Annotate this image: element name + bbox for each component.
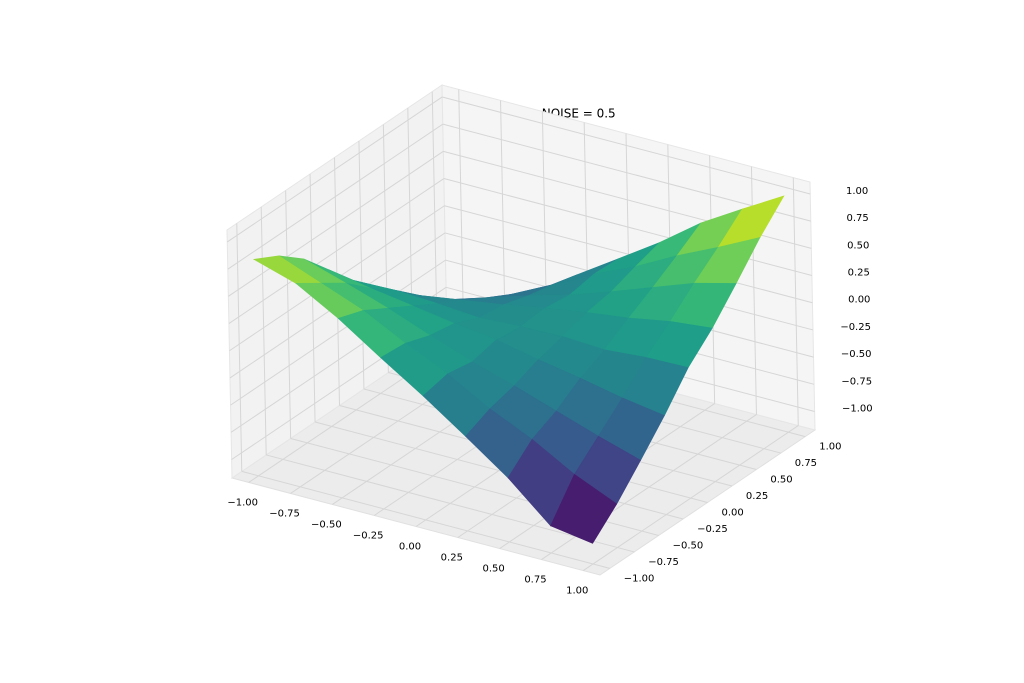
grid-line	[309, 173, 316, 422]
y-tick-label: −1.00	[624, 573, 655, 584]
x-tick-label: 0.50	[483, 564, 505, 575]
grid-line	[443, 178, 813, 277]
grid-line	[226, 96, 443, 243]
grid-line	[314, 421, 684, 520]
grid-line	[227, 123, 444, 270]
grid-line	[230, 259, 446, 406]
grid-line	[266, 454, 635, 553]
x-tick-label: −0.25	[353, 530, 384, 541]
z-tick-label: 0.00	[848, 295, 870, 306]
z-tick-label: −0.25	[840, 322, 871, 333]
y-tick-label: 0.00	[722, 508, 744, 519]
x-tick-label: −0.75	[269, 508, 300, 519]
grid-line	[236, 223, 243, 472]
y-tick-label: −0.25	[697, 524, 728, 535]
grid-line	[260, 206, 267, 455]
grid-line	[444, 205, 813, 304]
y-tick-label: −0.75	[648, 557, 679, 568]
grid-line	[285, 190, 292, 439]
grid-line	[228, 178, 445, 324]
x-tick-label: 0.00	[399, 542, 421, 553]
y-tick-label: 0.75	[795, 458, 817, 469]
grid-line	[442, 96, 811, 195]
z-tick-label: 0.50	[847, 240, 869, 251]
z-tick-label: −1.00	[842, 404, 873, 415]
z-tick-label: −0.50	[841, 349, 872, 360]
y-tick-label: 0.25	[746, 491, 768, 502]
x-tick-label: 0.75	[524, 575, 546, 586]
x-tick-label: −0.50	[311, 519, 342, 530]
y-tick-label: 0.50	[770, 475, 792, 486]
z-tick-label: 0.25	[848, 268, 870, 279]
z-tick-label: 1.00	[846, 186, 868, 197]
grid-line	[228, 150, 444, 297]
grid-line	[358, 141, 365, 390]
grid-line	[458, 89, 465, 338]
x-tick-label: −1.00	[227, 497, 258, 508]
grid-line	[442, 123, 811, 222]
grid-line	[241, 470, 610, 569]
z-tick-label: −0.75	[841, 376, 872, 387]
y-tick-label: −0.50	[673, 540, 704, 551]
x-tick-label: 1.00	[566, 586, 588, 597]
grid-line	[792, 177, 799, 426]
surface-patch	[550, 473, 618, 544]
y-tick-label: 1.00	[819, 442, 841, 453]
z-tick-label: 0.75	[847, 213, 869, 224]
x-tick-label: 0.25	[441, 553, 463, 564]
